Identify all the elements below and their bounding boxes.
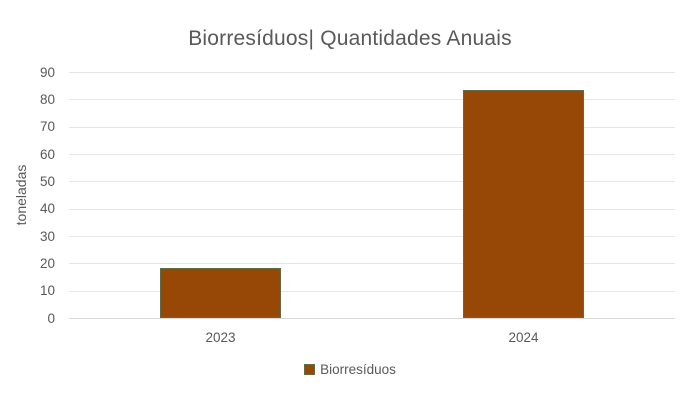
- y-tick-label-20: 20: [39, 255, 55, 271]
- gridline-50: [69, 181, 675, 183]
- y-tick-label-30: 30: [39, 228, 55, 244]
- x-category-label-2023: 2023: [205, 330, 236, 345]
- y-tick-label-50: 50: [39, 173, 55, 189]
- bar-2024: [463, 90, 584, 319]
- gridline-20: [69, 263, 675, 265]
- gridline-60: [69, 154, 675, 155]
- gridline-90: [69, 72, 675, 73]
- legend-series-label: Biorresíduos: [320, 362, 396, 377]
- y-tick-label-90: 90: [39, 64, 55, 80]
- y-tick-label-60: 60: [39, 146, 55, 162]
- y-tick-label-70: 70: [39, 119, 55, 135]
- gridline-40: [69, 208, 675, 210]
- legend: Biorresíduos: [0, 362, 700, 377]
- y-tick-label-10: 10: [39, 283, 55, 299]
- gridline-70: [69, 126, 675, 128]
- y-tick-label-0: 0: [47, 310, 55, 326]
- gridline-30: [69, 236, 675, 237]
- chart-title: Biorresíduos| Quantidades Anuais: [188, 27, 512, 50]
- x-axis-line: [69, 318, 675, 319]
- legend-marker-icon: [304, 364, 316, 375]
- gridline-10: [69, 290, 675, 292]
- bar-2023: [160, 268, 281, 319]
- y-tick-label-40: 40: [39, 201, 55, 217]
- gridline-80: [69, 99, 675, 101]
- x-category-label-2024: 2024: [508, 330, 539, 345]
- y-tick-label-80: 80: [39, 91, 55, 107]
